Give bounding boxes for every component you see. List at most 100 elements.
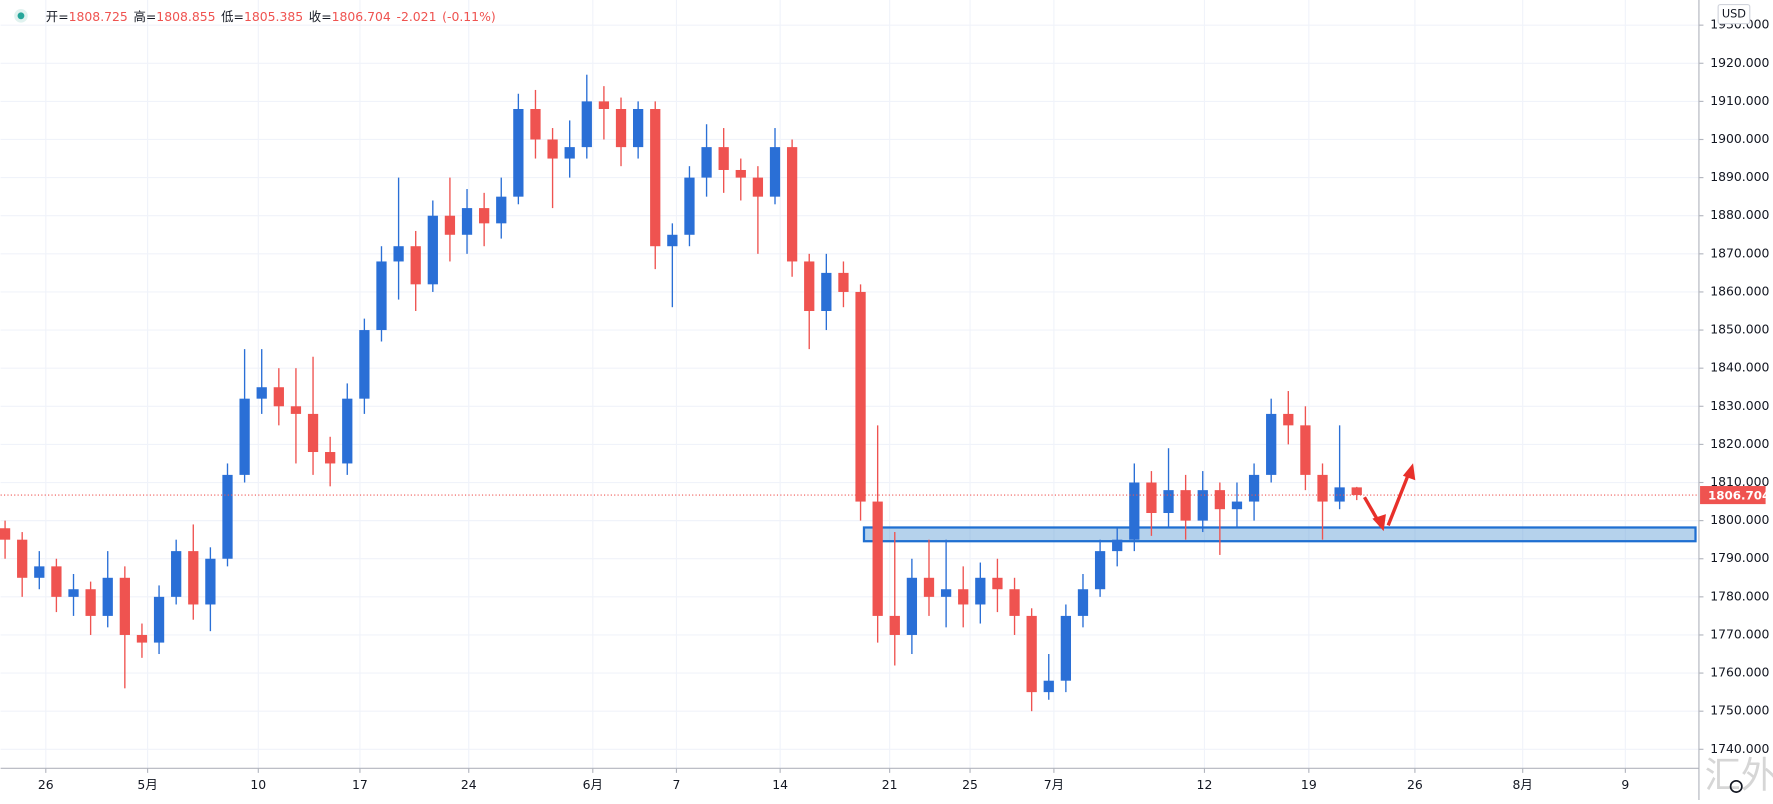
x-tick-label: 10 — [250, 777, 266, 792]
candle-body — [1248, 474, 1260, 502]
candle-body — [650, 109, 661, 247]
candle-body — [1300, 425, 1311, 475]
candle-body — [393, 246, 404, 262]
plot — [0, 74, 1699, 712]
x-tick-label: 25 — [962, 777, 978, 792]
candle-body — [1351, 487, 1362, 496]
x-tick-label: 6月 — [583, 777, 603, 792]
candle-body — [342, 398, 353, 464]
ohlc-label: 高= — [133, 8, 156, 23]
y-tick-label: 1900.000 — [1710, 131, 1769, 146]
y-tick-label: 1890.000 — [1710, 169, 1769, 184]
candle-body — [222, 474, 233, 559]
y-tick-label: 1910.000 — [1710, 93, 1769, 108]
arrow-head — [1372, 514, 1386, 532]
candle-body — [1094, 551, 1106, 590]
x-tick-label: 7 — [673, 777, 681, 792]
y-tick-label: 1860.000 — [1710, 283, 1769, 298]
candle-body — [102, 577, 113, 616]
x-tick-label: 14 — [772, 777, 788, 792]
status-dot — [17, 12, 25, 20]
x-tick-label: 8月 — [1513, 777, 1533, 792]
candle-body — [701, 147, 712, 178]
candle-body — [906, 577, 918, 635]
ohlc-value: 1805.385 — [244, 8, 303, 23]
y-tick-label: 1810.000 — [1710, 474, 1769, 489]
candle-body — [427, 215, 438, 285]
candle-body — [1129, 482, 1140, 540]
candle-body — [752, 177, 764, 197]
candle-body — [51, 566, 62, 597]
candle-body — [1060, 615, 1072, 681]
grid — [0, 0, 1699, 769]
candle-body — [1214, 490, 1225, 510]
candle-body — [804, 261, 815, 312]
ohlc-label: 低= — [221, 8, 244, 23]
candle-body — [153, 596, 165, 643]
y-tick-label: 1850.000 — [1710, 322, 1769, 337]
y-tick-label: 1870.000 — [1710, 245, 1769, 260]
ohlc-label: 开= — [46, 8, 69, 23]
candle-body — [1009, 589, 1020, 616]
candle-body — [34, 566, 45, 578]
y-tick-label: 1760.000 — [1710, 665, 1769, 680]
candle-body — [410, 246, 421, 285]
candle-body — [359, 330, 370, 399]
arrow-up — [1386, 470, 1412, 527]
candle-body — [769, 147, 781, 197]
candle-body — [530, 109, 541, 140]
candle-body — [307, 413, 319, 453]
ohlc-value: 1808.855 — [156, 8, 215, 23]
candle-body — [1197, 490, 1208, 521]
candle-body — [632, 109, 644, 148]
candle-body — [975, 577, 986, 605]
x-tick-label: 12 — [1197, 777, 1213, 792]
x-tick-label: 7月 — [1044, 777, 1064, 792]
candle-body — [256, 387, 267, 399]
candle-body — [0, 528, 11, 540]
candle-body — [1026, 615, 1037, 693]
y-tick-label: 1740.000 — [1710, 741, 1769, 756]
candle-body — [1043, 680, 1054, 693]
candle-body — [496, 196, 507, 224]
currency-badge[interactable] — [1717, 3, 1751, 25]
candle-body — [889, 615, 900, 635]
ohlc-label: 收= — [309, 8, 332, 23]
candle-body — [17, 539, 28, 578]
last-price-label: 1806.704 — [1708, 489, 1770, 503]
candle-body — [923, 577, 935, 597]
candle-body — [940, 589, 952, 597]
x-tick-label: 9 — [1621, 777, 1629, 792]
candle-body — [273, 387, 284, 407]
settings-icon[interactable] — [1729, 779, 1743, 793]
candle-body — [1266, 413, 1277, 475]
x-tick-label: 26 — [38, 777, 54, 792]
candle-body — [85, 589, 96, 616]
axes: 1740.000 1750.000 1760.000 1770.000 1780.000… — [38, 17, 1770, 792]
candle-body — [290, 406, 302, 414]
last-price-badge — [1700, 486, 1766, 505]
candle-body — [1180, 490, 1191, 521]
candle-body — [188, 551, 199, 605]
y-tick-label: 1790.000 — [1710, 550, 1769, 565]
candle-body — [513, 109, 524, 197]
y-tick-label: 1840.000 — [1710, 360, 1769, 375]
ohlc-header: 开=1808.725 高=1808.855 低=1805.385 收=1806.704… — [46, 8, 496, 23]
candle-body — [838, 272, 849, 292]
candle-body — [171, 551, 182, 597]
candle-body — [205, 558, 216, 605]
candle-body — [1163, 490, 1174, 514]
candle-body — [855, 291, 866, 502]
candle-body — [1334, 487, 1345, 502]
change-percent: (-0.11%) — [442, 8, 496, 23]
x-tick-label: 26 — [1407, 777, 1423, 792]
ohlc-value: 1806.704 — [332, 8, 391, 23]
change-value: -2.021 — [396, 8, 436, 23]
candle-body — [68, 589, 79, 597]
candle-body — [1283, 413, 1294, 426]
candle-body — [119, 577, 130, 635]
candle-body — [1146, 482, 1157, 514]
candle-body — [1231, 501, 1243, 510]
